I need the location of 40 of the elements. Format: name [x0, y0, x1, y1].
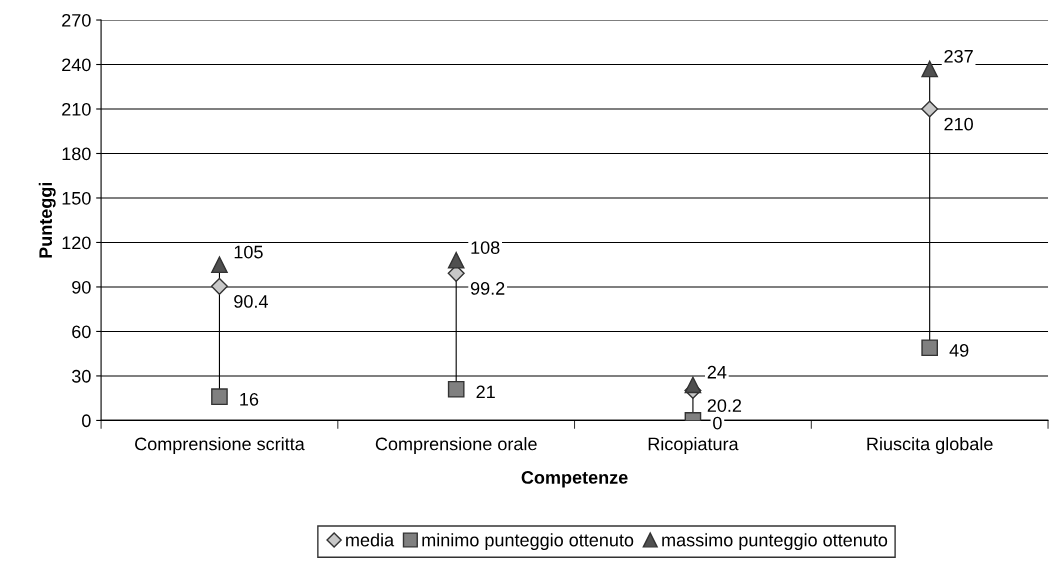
- y-axis-title: Punteggi: [38, 182, 56, 258]
- point: [447, 380, 465, 398]
- point: [211, 256, 228, 274]
- legend-label: minimo punteggio ottenuto: [422, 533, 634, 551]
- y-tick-label: 90: [72, 280, 91, 294]
- data-label: 210: [944, 117, 973, 131]
- data-label: 108: [471, 241, 500, 254]
- x-tick-label: Comprensione orale: [375, 437, 537, 454]
- data-label: 99.2: [470, 282, 505, 295]
- y-tick-label: 270: [62, 13, 91, 27]
- y-tick-label: 60: [72, 325, 91, 339]
- data-label: 237: [944, 49, 973, 63]
- y-tick-label: 150: [62, 191, 91, 205]
- y-tick-label: 210: [62, 102, 91, 116]
- x-tick-label: Ricopiatura: [648, 437, 739, 454]
- y-tick-label: 30: [71, 369, 91, 383]
- y-tick-label: 120: [62, 236, 91, 250]
- data-label: 20.2: [707, 399, 742, 412]
- legend-label: media: [346, 533, 395, 547]
- point: [921, 100, 939, 118]
- data-label: 105: [234, 245, 263, 259]
- point: [447, 251, 465, 269]
- point: [211, 388, 228, 406]
- point: [210, 277, 229, 295]
- data-label: 49: [949, 343, 969, 357]
- data-label: 90.4: [234, 295, 268, 308]
- point: [684, 376, 702, 394]
- data-label: 16: [240, 392, 259, 406]
- x-tick-label: Riuscita globale: [867, 437, 993, 454]
- data-label: 21: [476, 385, 495, 399]
- legend-label: massimo punteggio ottenuto: [662, 533, 888, 551]
- point: [921, 339, 939, 357]
- data-label: 24: [707, 365, 727, 379]
- y-tick-label: 180: [62, 147, 91, 161]
- x-axis-title: Competenze: [521, 471, 628, 488]
- y-tick-label: 0: [82, 414, 91, 428]
- point: [921, 60, 939, 78]
- data-label: 0: [713, 416, 722, 430]
- x-tick-label: Comprensione scritta: [135, 437, 305, 454]
- y-tick-label: 240: [62, 58, 91, 72]
